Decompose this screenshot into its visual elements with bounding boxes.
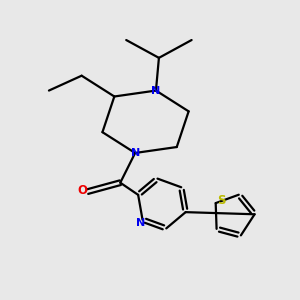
Text: N: N <box>130 148 140 158</box>
Text: N: N <box>151 85 160 96</box>
Text: N: N <box>136 218 146 228</box>
Text: O: O <box>77 184 87 196</box>
Text: S: S <box>217 194 225 207</box>
